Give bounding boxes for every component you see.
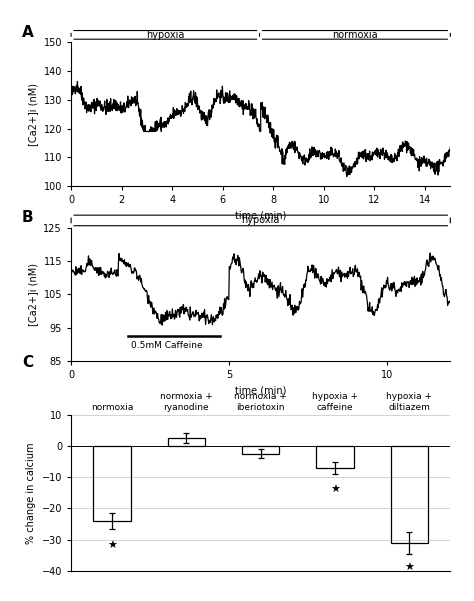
Text: C: C (22, 355, 33, 370)
Bar (168, 438, 205, 446)
Text: normoxia: normoxia (332, 30, 378, 40)
X-axis label: time (min): time (min) (235, 211, 286, 221)
Text: normoxia: normoxia (91, 403, 133, 412)
Y-axis label: % change in calcium: % change in calcium (26, 442, 36, 543)
Text: ★: ★ (330, 485, 340, 495)
X-axis label: time (min): time (min) (235, 385, 286, 395)
Text: ★: ★ (404, 563, 414, 573)
Bar (317, 446, 354, 468)
Text: hypoxia +
caffeine: hypoxia + caffeine (312, 392, 358, 412)
Text: A: A (22, 25, 34, 40)
Bar (242, 446, 279, 454)
Y-axis label: [Ca2+]i (nM): [Ca2+]i (nM) (28, 263, 38, 326)
Text: 0.5mM Caffeine: 0.5mM Caffeine (131, 341, 203, 350)
Text: hypoxia: hypoxia (146, 30, 184, 40)
Text: B: B (22, 210, 34, 225)
Bar (93, 446, 130, 521)
Bar (391, 446, 428, 543)
Text: normoxia +
iberiotoxin: normoxia + iberiotoxin (234, 392, 287, 412)
Text: hypoxia: hypoxia (242, 215, 280, 225)
Text: hypoxia +
diltiazem: hypoxia + diltiazem (386, 392, 432, 412)
Y-axis label: [Ca2+]i (nM): [Ca2+]i (nM) (28, 83, 38, 145)
Text: normoxia +
ryanodine: normoxia + ryanodine (160, 392, 213, 412)
Text: ★: ★ (107, 542, 117, 551)
